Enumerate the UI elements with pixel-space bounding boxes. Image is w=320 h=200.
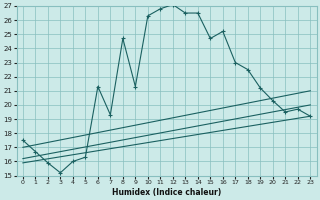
X-axis label: Humidex (Indice chaleur): Humidex (Indice chaleur) [112, 188, 221, 197]
